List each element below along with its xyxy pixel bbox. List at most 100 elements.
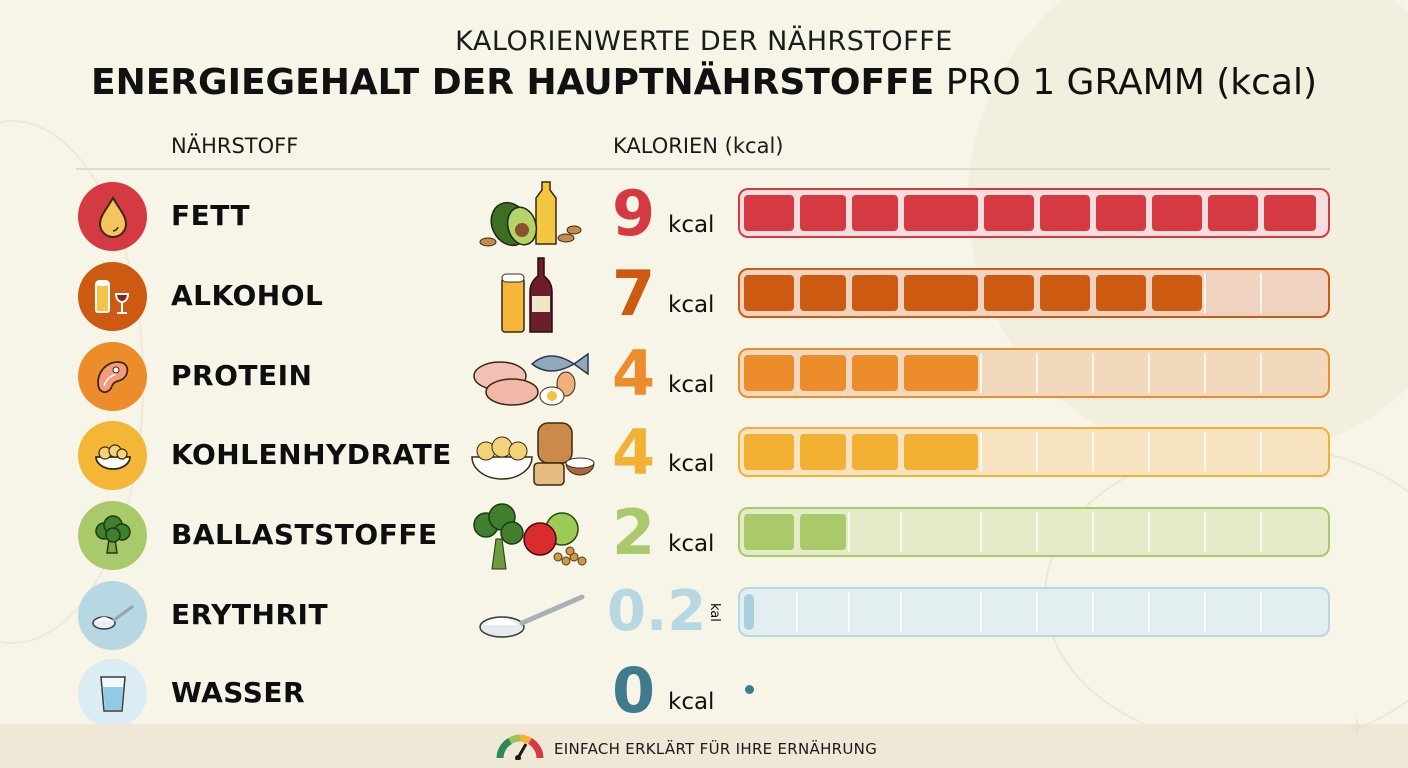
bar-track — [738, 268, 1330, 318]
bar-divider — [1148, 432, 1150, 472]
bar-divider — [848, 592, 850, 632]
bar-segment — [800, 355, 846, 391]
bar-segment — [904, 195, 978, 231]
bar-segment — [852, 195, 898, 231]
bar-track — [738, 188, 1330, 238]
bar-divider — [1260, 512, 1262, 552]
bar-divider — [1204, 353, 1206, 393]
value-label: 0 — [612, 654, 656, 727]
chart-title: ENERGIEGEHALT DER HAUPTNÄHRSTOFFE PRO 1 … — [0, 62, 1408, 103]
row-protein: PROTEIN 4 kcal — [0, 336, 1408, 416]
nutrient-label: PROTEIN — [171, 359, 313, 392]
bar-divider — [980, 512, 982, 552]
bar-divider — [1148, 353, 1150, 393]
unit-label: kcal — [668, 689, 715, 715]
broccoli-apple-lentils-icon — [470, 495, 600, 575]
row-fett: FETT 9 kcal — [0, 176, 1408, 256]
bar-segment — [984, 275, 1034, 311]
bar-track — [738, 507, 1330, 557]
title-light: PRO 1 GRAMM (kcal) — [945, 62, 1317, 103]
bar-divider — [1260, 273, 1262, 313]
bar-segment — [744, 355, 794, 391]
bar-divider — [1092, 353, 1094, 393]
nutrient-label: ALKOHOL — [171, 279, 324, 312]
bar-segment — [904, 434, 978, 470]
bar-segment — [1152, 275, 1202, 311]
bar-divider — [848, 512, 850, 552]
unit-label: kal — [707, 603, 722, 622]
nutrient-label: BALLASTSTOFFE — [171, 518, 438, 551]
bar-segment — [852, 355, 898, 391]
bar-divider — [1260, 432, 1262, 472]
nutrient-label: KOHLENHYDRATE — [171, 438, 452, 471]
bar-divider — [1204, 512, 1206, 552]
value-label: 4 — [612, 337, 656, 410]
bar-divider — [1036, 353, 1038, 393]
unit-label: kcal — [668, 372, 715, 398]
sparkle-icon — [1346, 716, 1368, 738]
bar-divider — [1148, 512, 1150, 552]
bar-divider — [980, 353, 982, 393]
oil-drop-icon — [78, 182, 147, 251]
bar-segment — [1264, 195, 1316, 231]
bar-divider — [1148, 592, 1150, 632]
bar-segment — [744, 594, 754, 630]
bar-divider — [1204, 432, 1206, 472]
bar-segment — [800, 434, 846, 470]
bar-divider — [1036, 512, 1038, 552]
row-wasser: WASSER 0 kcal — [0, 653, 1408, 733]
title-bold: ENERGIEGEHALT DER HAUPTNÄHRSTOFFE — [90, 62, 935, 103]
bar-divider — [1036, 432, 1038, 472]
unit-label: kcal — [668, 531, 715, 557]
bar-divider — [900, 512, 902, 552]
value-label: 4 — [612, 416, 656, 489]
avocado-oil-nuts-icon — [470, 176, 600, 256]
bar-segment — [1152, 195, 1202, 231]
nutrient-label: FETT — [171, 199, 251, 232]
bar-segment — [800, 514, 846, 550]
nutrient-label: ERYTHRIT — [171, 598, 329, 631]
bar-divider — [1036, 592, 1038, 632]
bar-segment — [744, 195, 794, 231]
bar-divider — [900, 592, 902, 632]
bar-segment — [1096, 195, 1146, 231]
bar-segment — [800, 275, 846, 311]
footer-text: EINFACH ERKLÄRT FÜR IHRE ERNÄHRUNG — [554, 740, 878, 758]
value-label: 9 — [612, 177, 656, 250]
bar-segment — [904, 355, 978, 391]
bar-segment — [744, 275, 794, 311]
bar-divider — [1204, 273, 1206, 313]
bar-divider — [980, 592, 982, 632]
beer-wine-bottle-icon — [470, 256, 600, 336]
bar-divider — [1092, 592, 1094, 632]
value-label: 0.2 — [607, 579, 707, 644]
bar-segment — [1040, 195, 1090, 231]
unit-label: kcal — [668, 212, 715, 238]
bar-segment — [744, 434, 794, 470]
bar-divider — [980, 432, 982, 472]
pasta-bowl-icon — [78, 421, 147, 490]
unit-label: kcal — [668, 292, 715, 318]
bar-segment — [744, 514, 794, 550]
bar-segment — [904, 275, 978, 311]
nutrient-label: WASSER — [171, 676, 306, 709]
row-kohlenhydrate: KOHLENHYDRATE 4 kcal — [0, 415, 1408, 495]
broccoli-icon — [78, 501, 147, 570]
header-divider — [76, 168, 1330, 170]
gauge-icon — [496, 734, 544, 764]
pasta-bread-rice-icon — [470, 415, 600, 495]
chart-subtitle: KALORIENWERTE DER NÄHRSTOFFE — [455, 26, 953, 57]
bar-segment — [852, 434, 898, 470]
bar-segment — [984, 195, 1034, 231]
bar-segment — [1096, 275, 1146, 311]
bar-segment — [800, 195, 846, 231]
bar-divider — [796, 592, 798, 632]
bar-divider — [1260, 592, 1262, 632]
value-label: 2 — [612, 496, 656, 569]
bar-segment — [852, 275, 898, 311]
row-erythrit: ERYTHRIT 0.2 kal — [0, 575, 1408, 655]
bar-divider — [1092, 512, 1094, 552]
bar-divider — [1260, 353, 1262, 393]
row-alkohol: ALKOHOL 7 kcal — [0, 256, 1408, 336]
bar-track — [738, 587, 1330, 637]
